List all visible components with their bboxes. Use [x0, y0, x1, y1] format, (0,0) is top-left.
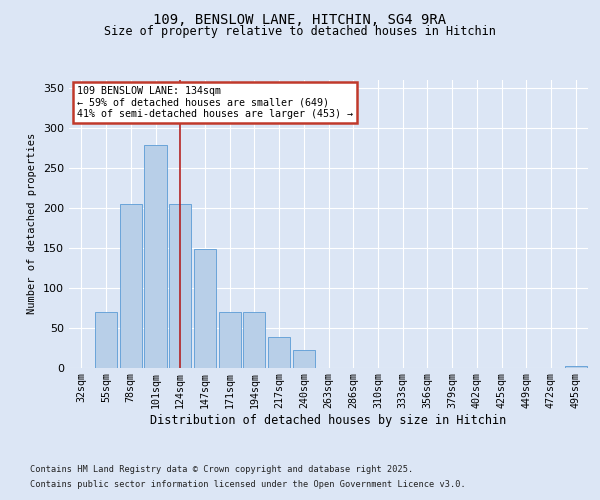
- Bar: [95, 312, 117, 368]
- Text: Size of property relative to detached houses in Hitchin: Size of property relative to detached ho…: [104, 25, 496, 38]
- Text: Contains public sector information licensed under the Open Government Licence v3: Contains public sector information licen…: [30, 480, 466, 489]
- Y-axis label: Number of detached properties: Number of detached properties: [28, 133, 37, 314]
- Text: Contains HM Land Registry data © Crown copyright and database right 2025.: Contains HM Land Registry data © Crown c…: [30, 465, 413, 474]
- Bar: [194, 250, 216, 368]
- Bar: [169, 204, 191, 368]
- Bar: [293, 350, 315, 368]
- Bar: [119, 204, 142, 368]
- Bar: [565, 366, 587, 368]
- Text: 109 BENSLOW LANE: 134sqm
← 59% of detached houses are smaller (649)
41% of semi-: 109 BENSLOW LANE: 134sqm ← 59% of detach…: [77, 86, 353, 119]
- Bar: [243, 312, 265, 368]
- Bar: [218, 312, 241, 368]
- Bar: [268, 337, 290, 368]
- X-axis label: Distribution of detached houses by size in Hitchin: Distribution of detached houses by size …: [151, 414, 506, 427]
- Text: 109, BENSLOW LANE, HITCHIN, SG4 9RA: 109, BENSLOW LANE, HITCHIN, SG4 9RA: [154, 12, 446, 26]
- Bar: [145, 146, 167, 368]
